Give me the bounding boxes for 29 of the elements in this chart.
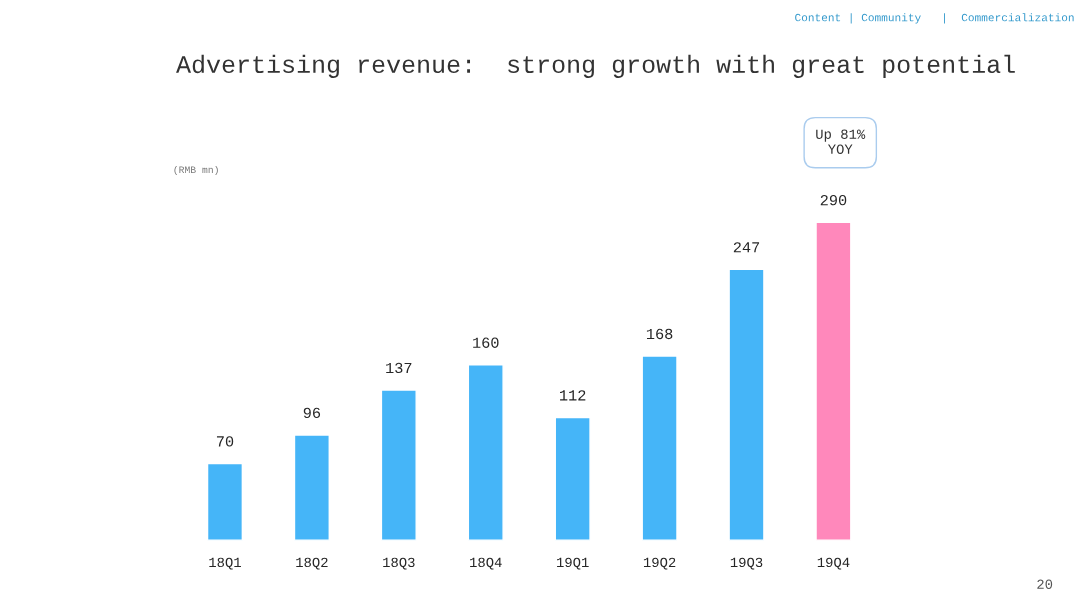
bar bbox=[815, 221, 852, 541]
bar bbox=[641, 355, 678, 541]
x-tick-label: 19Q4 bbox=[817, 557, 850, 570]
data-label: 70 bbox=[216, 436, 234, 447]
bar bbox=[206, 462, 244, 541]
data-label: 290 bbox=[820, 195, 847, 206]
bar bbox=[554, 416, 591, 541]
text: Content | Community | Commercialization bbox=[795, 13, 1074, 24]
x-tick-label: 19Q3 bbox=[730, 557, 763, 570]
x-tick-label: 18Q2 bbox=[296, 557, 328, 570]
chart-title: Advertising revenue: strong growth with great potential bbox=[176, 54, 1015, 79]
data-label: 137 bbox=[386, 362, 412, 374]
x-tick-label: 18Q3 bbox=[383, 557, 415, 570]
bar bbox=[728, 268, 765, 541]
data-label: 247 bbox=[733, 242, 760, 253]
text: Up 81% YOY bbox=[816, 129, 866, 154]
x-tick-label: 19Q1 bbox=[557, 557, 589, 570]
text: (RMB mn) bbox=[174, 165, 218, 176]
bar bbox=[467, 364, 504, 541]
x-tick-label: 18Q1 bbox=[209, 557, 241, 570]
bar bbox=[380, 389, 417, 541]
text: 20 bbox=[1037, 579, 1053, 589]
x-tick-label: 18Q4 bbox=[470, 557, 502, 570]
data-label: 112 bbox=[560, 390, 586, 401]
data-label: 168 bbox=[646, 328, 673, 340]
x-tick-label: 19Q2 bbox=[643, 557, 676, 570]
bar bbox=[293, 434, 330, 541]
data-label: 96 bbox=[303, 407, 321, 419]
data-label: 160 bbox=[473, 337, 499, 348]
